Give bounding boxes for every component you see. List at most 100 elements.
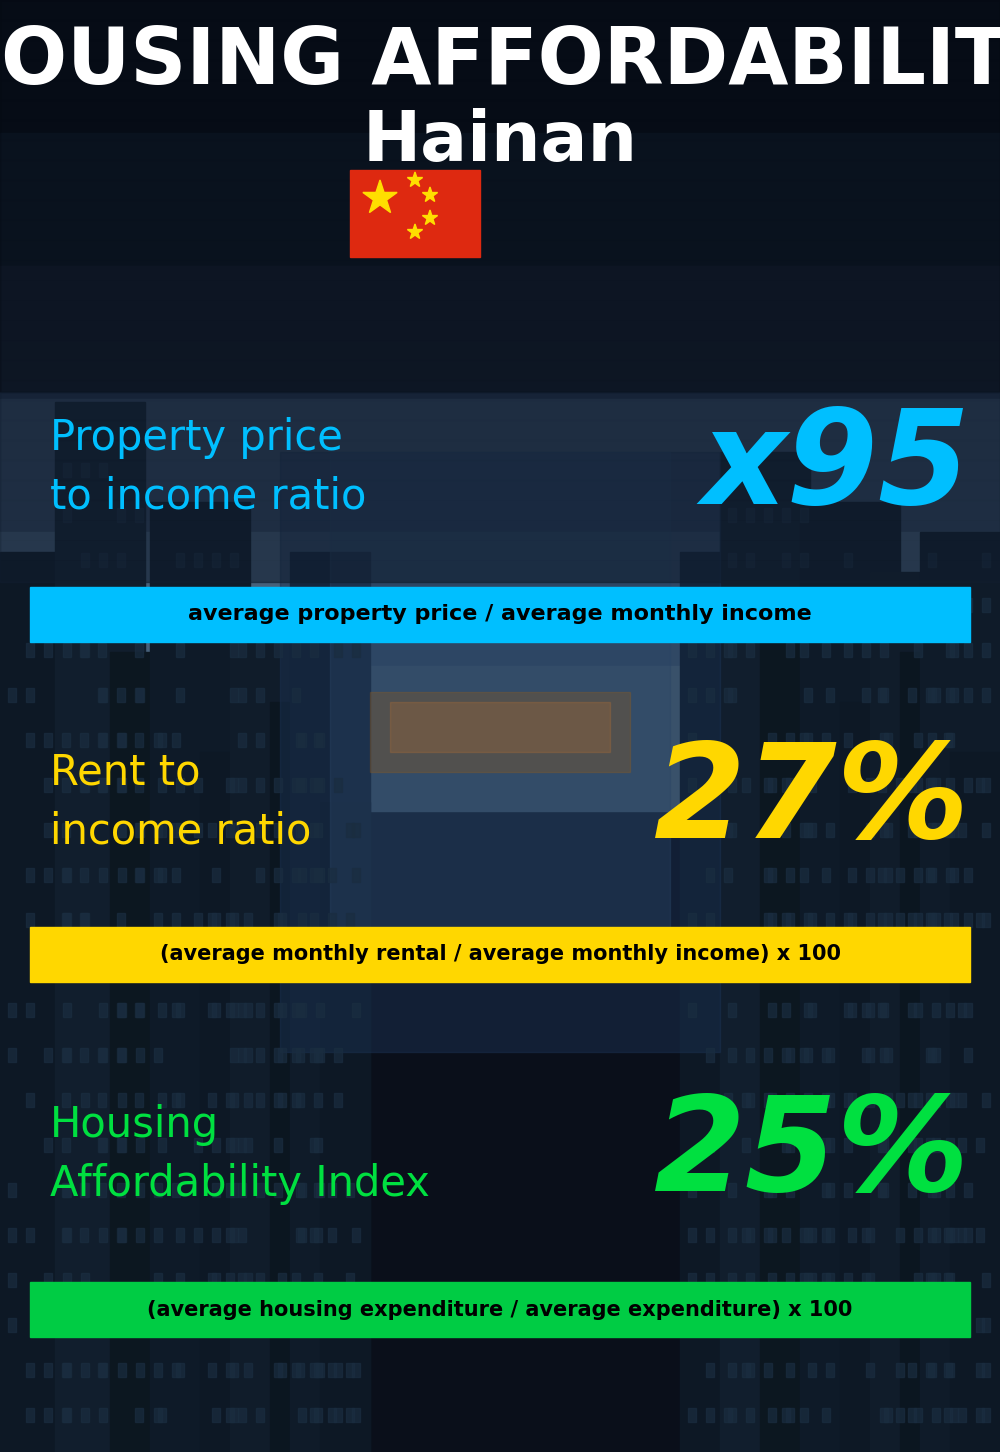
Bar [782, 508, 790, 523]
Bar [176, 553, 184, 566]
Bar [208, 1318, 216, 1331]
Bar [724, 598, 732, 611]
Polygon shape [407, 171, 423, 186]
Bar [884, 1093, 892, 1106]
Bar [208, 823, 216, 836]
Bar [44, 1048, 52, 1061]
Bar [0, 0, 1000, 20]
Bar [292, 778, 300, 791]
Bar [330, 452, 670, 953]
Bar [136, 1003, 144, 1016]
Bar [0, 399, 1000, 544]
Bar [314, 1363, 322, 1376]
Bar [98, 958, 106, 971]
Bar [292, 1003, 300, 1016]
Bar [826, 1183, 834, 1196]
Bar [764, 958, 772, 971]
Bar [154, 1408, 162, 1422]
Bar [928, 823, 936, 836]
Bar [746, 1093, 754, 1106]
Bar [238, 1048, 246, 1061]
Bar [62, 868, 70, 881]
Bar [176, 1363, 184, 1376]
Bar [334, 1093, 342, 1106]
Bar [230, 1363, 238, 1376]
Bar [926, 958, 934, 971]
Bar [880, 1408, 888, 1422]
Bar [706, 1363, 714, 1376]
Bar [728, 1003, 736, 1016]
Bar [914, 1093, 922, 1106]
Bar [0, 0, 1000, 392]
Bar [928, 688, 936, 701]
Bar [310, 868, 318, 881]
Bar [81, 463, 89, 478]
Bar [135, 1003, 143, 1016]
Bar [158, 733, 166, 746]
Bar [764, 1093, 772, 1106]
Bar [81, 913, 89, 926]
Bar [746, 1408, 754, 1422]
Bar [62, 913, 70, 926]
Bar [334, 643, 342, 656]
Bar [844, 1273, 852, 1286]
Bar [172, 868, 180, 881]
Bar [808, 823, 816, 836]
Bar [870, 572, 960, 1452]
Bar [8, 1048, 16, 1061]
Bar [706, 1318, 714, 1331]
Bar [230, 913, 238, 926]
Bar [804, 1138, 812, 1151]
Bar [928, 778, 936, 791]
Bar [908, 688, 916, 701]
Bar [136, 823, 144, 836]
Bar [928, 1363, 936, 1376]
Bar [982, 598, 990, 611]
Bar [136, 1363, 144, 1376]
Bar [928, 1228, 936, 1241]
Bar [346, 1183, 354, 1196]
Bar [274, 643, 282, 656]
Bar [782, 1003, 790, 1016]
Bar [706, 1273, 714, 1286]
Bar [946, 958, 954, 971]
Bar [878, 868, 886, 881]
Bar [950, 1318, 958, 1331]
Bar [117, 598, 125, 611]
Bar [290, 552, 370, 1452]
Bar [62, 1138, 70, 1151]
Bar [0, 160, 1000, 180]
Bar [334, 1363, 342, 1376]
Bar [292, 1093, 300, 1106]
Text: 27%: 27% [654, 739, 970, 865]
Polygon shape [363, 180, 397, 212]
Bar [81, 1408, 89, 1422]
Bar [0, 499, 1000, 520]
Bar [946, 1093, 954, 1106]
Bar [158, 868, 166, 881]
Bar [932, 958, 940, 971]
Bar [982, 1318, 990, 1331]
Bar [292, 643, 300, 656]
Bar [800, 868, 808, 881]
Bar [26, 868, 34, 881]
Bar [98, 643, 106, 656]
Bar [896, 1093, 904, 1106]
Bar [826, 823, 834, 836]
Bar [724, 868, 732, 881]
Bar [932, 1003, 940, 1016]
Bar [117, 733, 125, 746]
Bar [117, 1318, 125, 1331]
Bar [0, 280, 1000, 301]
Bar [117, 553, 125, 566]
Bar [800, 1048, 808, 1061]
Bar [706, 868, 714, 881]
Bar [62, 1093, 70, 1106]
Bar [230, 823, 238, 836]
Bar [884, 823, 892, 836]
Bar [194, 823, 202, 836]
Bar [320, 802, 370, 1452]
Bar [964, 1183, 972, 1196]
Bar [926, 1048, 934, 1061]
Bar [226, 823, 234, 836]
